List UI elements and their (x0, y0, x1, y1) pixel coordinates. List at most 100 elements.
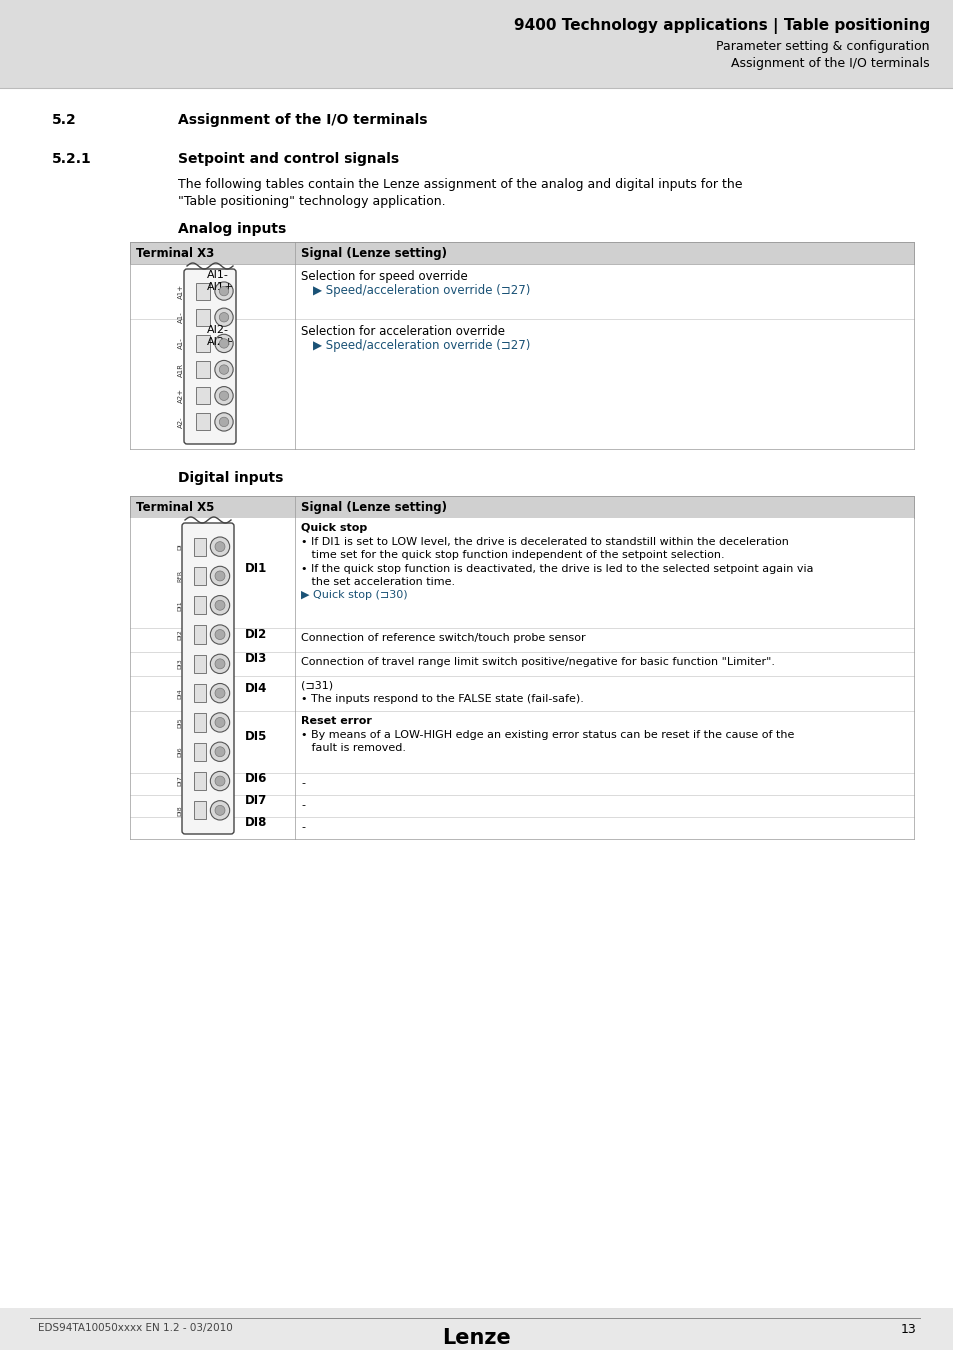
Text: Signal (Lenze setting): Signal (Lenze setting) (301, 247, 447, 261)
Bar (193, 772, 206, 790)
Text: RFR: RFR (177, 570, 182, 582)
Text: DI4: DI4 (177, 687, 182, 698)
Circle shape (210, 655, 230, 674)
Bar (130, 518, 913, 628)
Circle shape (214, 601, 225, 610)
Text: A1-: A1- (178, 312, 184, 323)
Text: Signal (Lenze setting): Signal (Lenze setting) (301, 501, 447, 514)
Text: time set for the quick stop function independent of the setpoint selection.: time set for the quick stop function ind… (301, 549, 724, 560)
Text: Terminal X3: Terminal X3 (136, 247, 214, 261)
Text: "Table positioning" technology application.: "Table positioning" technology applicati… (178, 194, 445, 208)
Bar (130, 711, 913, 774)
Circle shape (210, 595, 230, 614)
Text: Digital inputs: Digital inputs (178, 471, 283, 485)
Circle shape (210, 801, 230, 819)
Bar (130, 242, 913, 265)
Circle shape (219, 417, 229, 427)
Text: Terminal X5: Terminal X5 (136, 501, 214, 514)
Text: ▶ Speed/acceleration override (⊐27): ▶ Speed/acceleration override (⊐27) (313, 284, 530, 297)
Text: DI3: DI3 (177, 659, 182, 670)
Text: Selection for acceleration override: Selection for acceleration override (301, 325, 504, 338)
Circle shape (219, 313, 229, 321)
Text: Lenze: Lenze (442, 1328, 511, 1349)
Text: DI6: DI6 (245, 772, 267, 786)
Bar (195, 360, 210, 378)
Bar (193, 567, 206, 585)
Text: Reset error: Reset error (301, 716, 372, 726)
FancyBboxPatch shape (182, 522, 233, 834)
Text: 9400 Technology applications | Table positioning: 9400 Technology applications | Table pos… (514, 18, 929, 34)
Bar (195, 335, 210, 352)
Text: AI1-: AI1- (207, 270, 229, 279)
Circle shape (219, 364, 229, 374)
Circle shape (214, 688, 225, 698)
Bar (193, 684, 206, 702)
Bar (130, 628, 913, 652)
Bar (130, 652, 913, 676)
Bar (130, 817, 913, 838)
Circle shape (210, 537, 230, 556)
Text: Analog inputs: Analog inputs (178, 221, 286, 236)
Text: DI1: DI1 (245, 562, 267, 575)
Text: -: - (301, 801, 305, 810)
Text: DI1: DI1 (177, 599, 182, 610)
Text: AI1+: AI1+ (207, 282, 234, 292)
Text: DI8: DI8 (177, 805, 182, 815)
Text: DI5: DI5 (245, 730, 267, 744)
Text: Setpoint and control signals: Setpoint and control signals (178, 153, 398, 166)
Circle shape (214, 806, 225, 815)
Text: The following tables contain the Lenze assignment of the analog and digital inpu: The following tables contain the Lenze a… (178, 178, 741, 190)
Text: A2+: A2+ (178, 389, 184, 404)
Circle shape (214, 659, 225, 668)
Text: A1-: A1- (178, 338, 184, 350)
Bar (193, 597, 206, 614)
Bar (195, 309, 210, 325)
Circle shape (219, 392, 229, 401)
Circle shape (210, 625, 230, 644)
Text: • If DI1 is set to LOW level, the drive is decelerated to standstill within the : • If DI1 is set to LOW level, the drive … (301, 536, 788, 547)
Bar (193, 713, 206, 732)
Circle shape (219, 286, 229, 296)
Bar (130, 265, 913, 319)
Text: EDS94TA10050xxxx EN 1.2 - 03/2010: EDS94TA10050xxxx EN 1.2 - 03/2010 (38, 1323, 233, 1332)
Text: 5.2: 5.2 (52, 113, 76, 127)
Bar (0, 0, 953, 88)
Circle shape (214, 629, 225, 640)
Bar (195, 282, 210, 300)
Circle shape (210, 566, 230, 586)
Text: A1R: A1R (178, 363, 184, 377)
Text: DI: DI (177, 543, 182, 549)
Text: (⊐31): (⊐31) (301, 680, 333, 691)
Text: DI7: DI7 (245, 795, 267, 807)
Circle shape (214, 541, 225, 552)
Circle shape (214, 335, 233, 352)
Text: DI8: DI8 (245, 817, 267, 829)
Circle shape (214, 360, 233, 379)
Text: DI6: DI6 (177, 747, 182, 757)
Text: Quick stop: Quick stop (301, 522, 367, 533)
Circle shape (210, 771, 230, 791)
Circle shape (214, 717, 225, 728)
Circle shape (214, 282, 233, 300)
Circle shape (210, 713, 230, 732)
Text: Connection of travel range limit switch positive/negative for basic function "Li: Connection of travel range limit switch … (301, 657, 774, 667)
Circle shape (214, 308, 233, 327)
Text: DI3: DI3 (245, 652, 267, 666)
Bar (193, 625, 206, 644)
Text: -: - (301, 778, 305, 788)
Text: DI4: DI4 (245, 682, 267, 695)
Text: DI2: DI2 (177, 629, 182, 640)
Bar (130, 676, 913, 711)
Text: 5.2.1: 5.2.1 (52, 153, 91, 166)
Text: A2-: A2- (178, 416, 184, 428)
Text: • If the quick stop function is deactivated, the drive is led to the selected se: • If the quick stop function is deactiva… (301, 563, 813, 574)
Bar (193, 802, 206, 819)
Circle shape (214, 386, 233, 405)
Text: Assignment of the I/O terminals: Assignment of the I/O terminals (731, 57, 929, 70)
Bar (130, 319, 913, 450)
Circle shape (210, 683, 230, 703)
Bar (195, 387, 210, 404)
Text: fault is removed.: fault is removed. (301, 743, 406, 753)
FancyBboxPatch shape (184, 269, 235, 444)
Text: AI2-: AI2- (207, 325, 229, 335)
